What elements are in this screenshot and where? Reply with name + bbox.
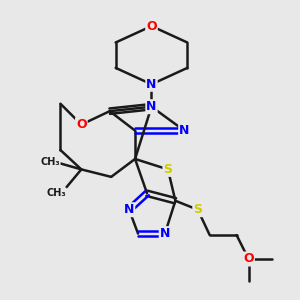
Text: N: N [124,203,134,216]
Text: S: S [164,163,172,176]
Text: O: O [243,253,254,266]
Text: N: N [179,124,190,137]
Text: N: N [146,78,157,91]
Text: N: N [146,100,157,113]
Text: O: O [146,20,157,33]
Text: CH₃: CH₃ [40,157,60,167]
Text: CH₃: CH₃ [46,188,66,198]
Text: N: N [160,227,170,240]
Text: S: S [193,203,202,216]
Text: O: O [76,118,87,131]
